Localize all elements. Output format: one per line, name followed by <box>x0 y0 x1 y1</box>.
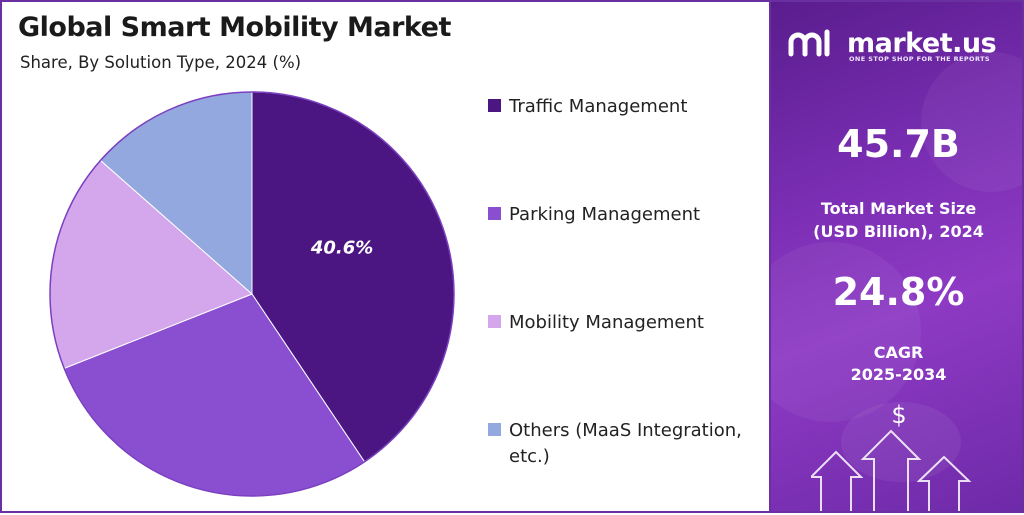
brand-name: market.us <box>847 27 997 59</box>
legend-swatch <box>488 207 501 220</box>
cagr-caption-line1: CAGR <box>873 343 924 362</box>
legend-label: Traffic Management <box>509 96 688 117</box>
brand-tagline: ONE STOP SHOP FOR THE REPORTS <box>849 55 990 63</box>
legend-label: Mobility Management <box>509 312 704 333</box>
chart-subtitle: Share, By Solution Type, 2024 (%) <box>20 53 302 72</box>
svg-text:$: $ <box>891 401 906 429</box>
legend-label: Parking Management <box>509 204 701 225</box>
data-label-traffic-management: 40.6% <box>310 237 373 258</box>
legend-swatch <box>488 315 501 328</box>
legend-swatch <box>488 423 501 436</box>
market-size-caption-line1: Total Market Size <box>820 199 977 218</box>
legend-item-mobility-management: Mobility Management <box>488 310 768 336</box>
dollar-growth-arrows-icon: $ <box>811 401 972 511</box>
stats-panel: market.us ONE STOP SHOP FOR THE REPORTS … <box>769 0 1024 513</box>
legend-item-parking-management: Parking Management <box>488 202 768 228</box>
chart-panel: Global Smart Mobility Market Share, By S… <box>0 0 769 513</box>
legend-item-traffic-management: Traffic Management <box>488 94 768 120</box>
legend-item-others: Others (MaaS Integration, etc.) <box>488 418 760 470</box>
legend-swatch <box>488 99 501 112</box>
market-size-value: 45.7B <box>837 122 960 166</box>
pie-svg: 40.6% <box>49 91 455 497</box>
market-size-caption-line2: (USD Billion), 2024 <box>813 222 984 241</box>
market-us-logo-icon <box>788 29 830 57</box>
legend-label: Others (MaaS Integration, etc.) <box>509 420 742 467</box>
chart-title: Global Smart Mobility Market <box>18 12 451 43</box>
brand: market.us <box>787 26 997 60</box>
cagr-value: 24.8% <box>832 270 965 314</box>
cagr-caption-line2: 2025-2034 <box>850 365 947 384</box>
pie-chart: 40.6% <box>46 88 458 500</box>
pie-outline <box>49 91 455 497</box>
